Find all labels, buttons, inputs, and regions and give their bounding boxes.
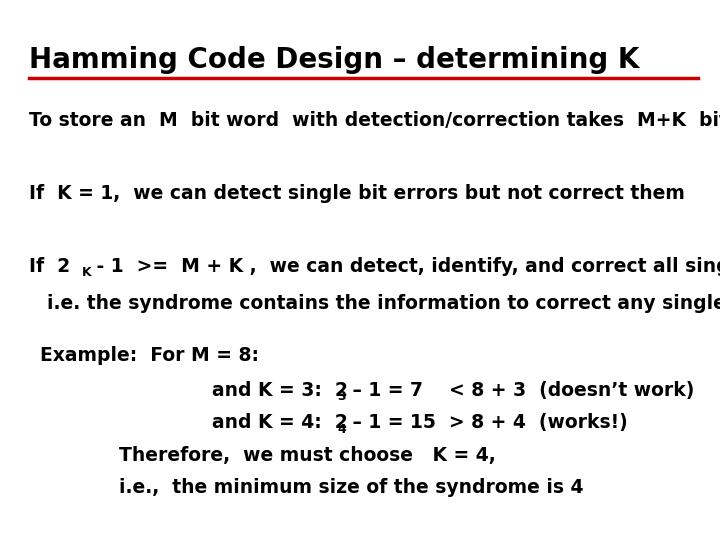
Text: Hamming Code Design – determining K: Hamming Code Design – determining K <box>29 46 639 74</box>
Text: If  2: If 2 <box>29 256 70 275</box>
Text: Example:  For M = 8:: Example: For M = 8: <box>40 346 258 365</box>
Text: K: K <box>82 266 91 279</box>
Text: If  K = 1,  we can detect single bit errors but not correct them: If K = 1, we can detect single bit error… <box>29 184 685 202</box>
Text: To store an  M  bit word  with detection/correction takes  M+K  bit words: To store an M bit word with detection/co… <box>29 111 720 130</box>
Text: 4: 4 <box>337 423 346 436</box>
Text: 3: 3 <box>337 390 346 403</box>
Text: – 1 = 7    < 8 + 3  (doesn’t work): – 1 = 7 < 8 + 3 (doesn’t work) <box>346 381 694 400</box>
Text: and K = 3:  2: and K = 3: 2 <box>212 381 348 400</box>
Text: i.e.,  the minimum size of the syndrome is 4: i.e., the minimum size of the syndrome i… <box>119 478 583 497</box>
Text: i.e. the syndrome contains the information to correct any single bit error: i.e. the syndrome contains the informati… <box>47 294 720 313</box>
Text: and K = 4:  2: and K = 4: 2 <box>212 413 348 432</box>
Text: Therefore,  we must choose   K = 4,: Therefore, we must choose K = 4, <box>119 446 495 464</box>
Text: - 1  >=  M + K ,  we can detect, identify, and correct all single bit errors,: - 1 >= M + K , we can detect, identify, … <box>90 256 720 275</box>
Text: – 1 = 15  > 8 + 4  (works!): – 1 = 15 > 8 + 4 (works!) <box>346 413 627 432</box>
